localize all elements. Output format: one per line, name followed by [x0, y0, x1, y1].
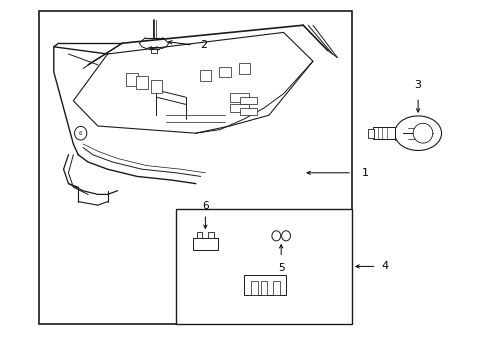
Bar	[176, 209, 351, 324]
Bar	[367, 129, 373, 138]
Bar	[126, 73, 138, 86]
Bar	[372, 127, 394, 139]
Text: 6: 6	[202, 201, 208, 211]
Bar	[196, 232, 202, 238]
Bar	[272, 281, 279, 295]
Text: 2: 2	[200, 40, 207, 50]
Bar	[151, 49, 157, 53]
Bar	[39, 11, 351, 324]
Bar	[238, 63, 250, 74]
Bar	[260, 281, 267, 295]
Bar	[219, 67, 230, 77]
Bar	[250, 281, 257, 295]
Text: 6: 6	[79, 131, 82, 136]
Bar	[244, 275, 285, 295]
Text: 3: 3	[414, 80, 421, 90]
Text: 4: 4	[381, 261, 388, 271]
Bar	[150, 80, 162, 93]
Bar	[207, 232, 213, 238]
Ellipse shape	[412, 123, 432, 143]
Circle shape	[394, 116, 441, 150]
Ellipse shape	[281, 231, 290, 241]
Text: 1: 1	[361, 168, 368, 178]
Ellipse shape	[74, 126, 87, 140]
Bar	[239, 97, 256, 104]
Bar	[193, 238, 217, 250]
Bar	[239, 108, 256, 115]
Bar	[229, 93, 249, 102]
Bar	[199, 70, 211, 81]
Bar	[229, 104, 249, 112]
Text: 5: 5	[277, 263, 284, 273]
Bar	[136, 76, 147, 89]
Ellipse shape	[271, 231, 280, 241]
